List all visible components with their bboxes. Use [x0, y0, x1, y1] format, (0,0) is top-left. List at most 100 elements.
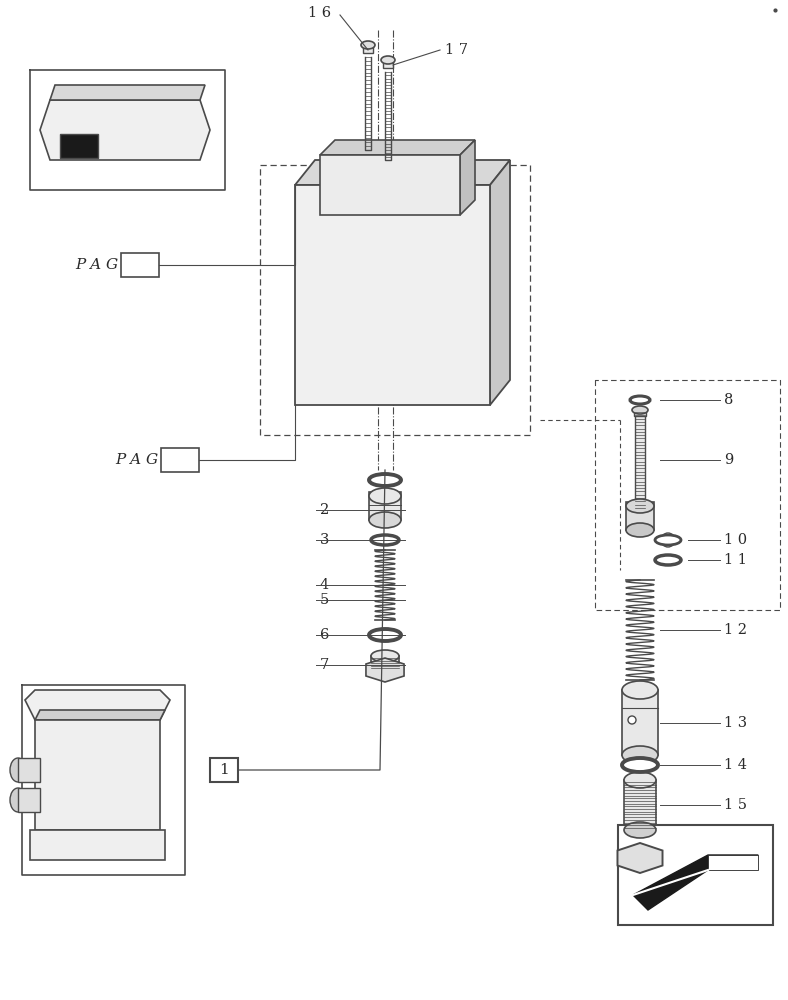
Bar	[210, 758, 238, 782]
Circle shape	[460, 375, 480, 395]
Text: 8: 8	[724, 393, 734, 407]
Circle shape	[44, 839, 56, 851]
Text: 9: 9	[724, 453, 734, 467]
Circle shape	[61, 88, 69, 96]
Ellipse shape	[315, 305, 365, 345]
Circle shape	[379, 142, 391, 154]
Ellipse shape	[416, 314, 444, 336]
Ellipse shape	[350, 174, 370, 190]
Ellipse shape	[102, 745, 138, 775]
Circle shape	[304, 199, 316, 211]
Text: P A G .: P A G .	[75, 258, 128, 272]
Polygon shape	[35, 720, 160, 830]
Text: 4: 4	[320, 578, 329, 592]
Circle shape	[325, 201, 339, 215]
Text: 1 5: 1 5	[724, 798, 747, 812]
Ellipse shape	[397, 168, 433, 196]
Circle shape	[441, 201, 455, 215]
Text: 1 3: 1 3	[724, 716, 747, 730]
Ellipse shape	[624, 822, 656, 838]
Ellipse shape	[626, 523, 654, 537]
Ellipse shape	[369, 474, 401, 486]
Ellipse shape	[416, 254, 444, 276]
Bar	[60, 134, 98, 158]
Text: 1: 1	[219, 763, 229, 777]
Bar	[371, 656, 399, 670]
Text: 1 6: 1 6	[308, 6, 331, 20]
Text: 3: 3	[320, 533, 329, 547]
Circle shape	[300, 375, 320, 395]
Ellipse shape	[371, 650, 399, 662]
Polygon shape	[50, 85, 205, 100]
Bar	[624, 780, 656, 830]
Ellipse shape	[369, 488, 401, 504]
Bar	[18, 758, 40, 782]
Circle shape	[328, 158, 336, 166]
Ellipse shape	[326, 314, 354, 336]
Ellipse shape	[111, 752, 129, 768]
Ellipse shape	[361, 41, 375, 49]
Text: 1 0: 1 0	[724, 533, 747, 547]
Bar	[634, 410, 646, 416]
Polygon shape	[708, 855, 758, 870]
Circle shape	[325, 155, 339, 169]
Text: 1 1: 1 1	[724, 553, 747, 567]
Text: 1 4: 1 4	[724, 758, 747, 772]
Bar	[635, 410, 645, 510]
Circle shape	[300, 195, 320, 215]
Bar	[18, 788, 40, 812]
Circle shape	[464, 199, 476, 211]
Text: 1: 1	[175, 452, 185, 468]
Ellipse shape	[68, 117, 112, 153]
Circle shape	[186, 88, 194, 96]
Ellipse shape	[40, 745, 76, 775]
Text: 2: 2	[320, 503, 329, 517]
Text: P A G .: P A G .	[115, 453, 168, 467]
Text: 6: 6	[320, 628, 329, 642]
Circle shape	[304, 379, 316, 391]
Polygon shape	[40, 100, 210, 160]
Text: 1 7: 1 7	[445, 43, 468, 57]
Circle shape	[328, 204, 336, 212]
Ellipse shape	[315, 245, 365, 285]
Circle shape	[40, 702, 50, 712]
Bar	[383, 60, 393, 68]
Bar	[121, 253, 159, 277]
Bar	[626, 502, 654, 530]
Polygon shape	[320, 140, 475, 155]
Circle shape	[460, 195, 480, 215]
Ellipse shape	[655, 535, 681, 545]
Ellipse shape	[405, 305, 455, 345]
Bar	[369, 492, 401, 520]
Circle shape	[444, 204, 452, 212]
Ellipse shape	[78, 125, 102, 145]
Circle shape	[464, 379, 476, 391]
Circle shape	[134, 839, 146, 851]
Ellipse shape	[381, 56, 395, 64]
Ellipse shape	[630, 396, 650, 404]
Text: 5: 5	[320, 593, 329, 607]
Ellipse shape	[342, 168, 378, 196]
Text: 2: 2	[135, 256, 145, 273]
Circle shape	[394, 142, 406, 154]
Circle shape	[444, 158, 452, 166]
Polygon shape	[35, 710, 165, 720]
Text: 1 2: 1 2	[724, 623, 747, 637]
Circle shape	[145, 702, 155, 712]
Bar	[622, 690, 658, 755]
Ellipse shape	[622, 681, 658, 699]
Ellipse shape	[369, 512, 401, 528]
Polygon shape	[25, 690, 170, 720]
Polygon shape	[460, 140, 475, 215]
Polygon shape	[366, 658, 404, 682]
Polygon shape	[320, 155, 460, 215]
Ellipse shape	[10, 758, 26, 782]
Polygon shape	[30, 830, 165, 860]
Circle shape	[441, 155, 455, 169]
Ellipse shape	[369, 629, 401, 641]
Polygon shape	[295, 160, 510, 185]
Ellipse shape	[10, 788, 26, 812]
Ellipse shape	[326, 254, 354, 276]
Ellipse shape	[626, 499, 654, 513]
Circle shape	[661, 533, 675, 547]
